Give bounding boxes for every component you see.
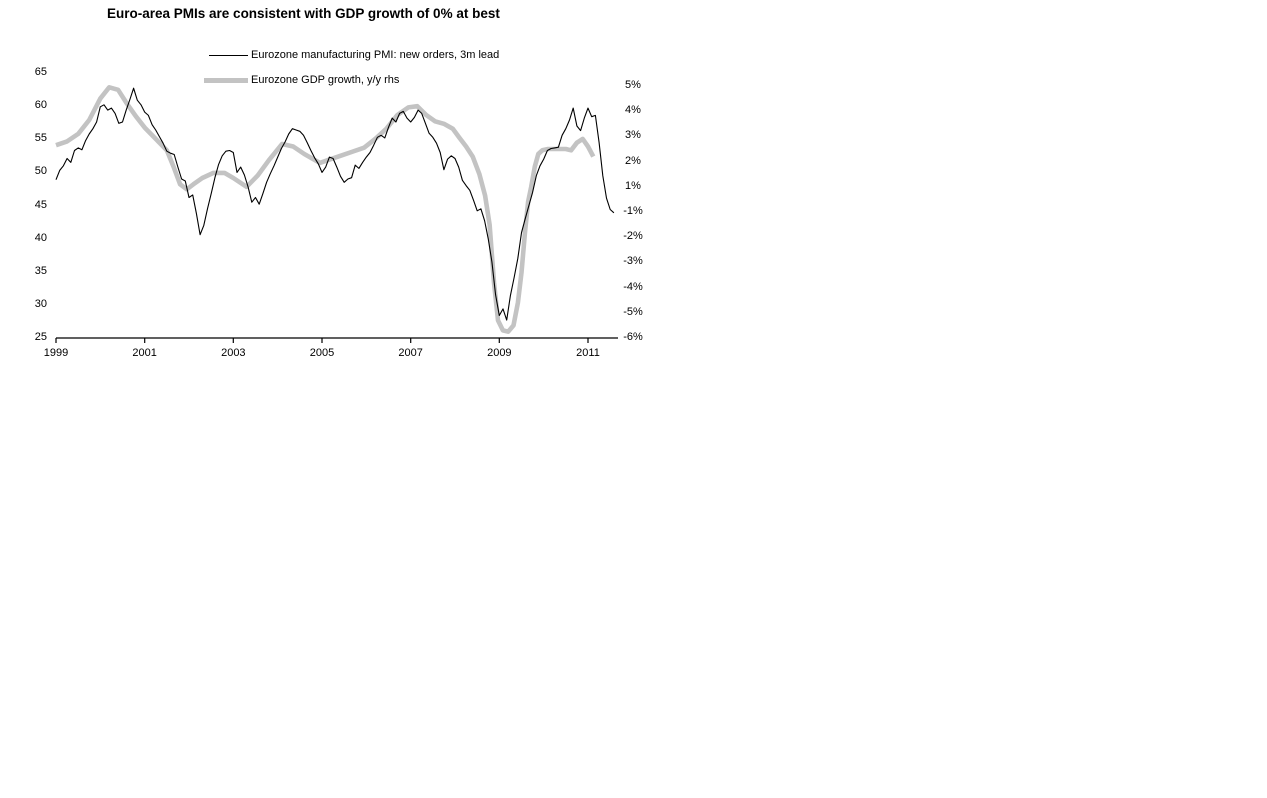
y-axis-left-tick: 40 — [34, 231, 47, 244]
gdp-line-swatch — [204, 77, 248, 83]
legend-item-gdp: Eurozone GDP growth, y/y rhs — [204, 73, 399, 87]
chart-title: Euro-area PMIs are consistent with GDP g… — [107, 6, 500, 21]
x-axis-tick: 2009 — [487, 347, 512, 359]
pmi-series-line — [55, 87, 615, 321]
y-axis-left-tick: 45 — [34, 198, 47, 211]
y-axis-right-tick: 3% — [625, 129, 641, 142]
x-axis-tick: 2003 — [221, 347, 246, 359]
y-axis-right-tick: -6% — [623, 331, 643, 343]
x-axis-tick: 2007 — [398, 347, 423, 359]
x-axis-tick: 2001 — [132, 347, 157, 359]
pmi-line-swatch — [209, 54, 248, 56]
y-axis-right-tick: -5% — [623, 305, 643, 318]
y-axis-left-tick: 25 — [34, 331, 47, 343]
x-axis-tick: 2005 — [309, 347, 335, 359]
y-axis-left-tick: 35 — [34, 264, 47, 277]
y-axis-right-tick: 5% — [625, 79, 641, 91]
y-axis-right-tick: -1% — [623, 205, 643, 217]
y-axis-right-tick: 2% — [625, 154, 641, 167]
gdp-series-line — [55, 85, 596, 335]
x-axis — [55, 337, 618, 343]
y-axis-left-tick: 60 — [34, 99, 47, 112]
y-axis-left-tick: 50 — [34, 165, 47, 178]
x-axis-tick: 1999 — [43, 347, 69, 359]
plot-area — [55, 85, 618, 343]
y-axis-right-tick: 4% — [625, 104, 641, 117]
legend-label-gdp: Eurozone GDP growth, y/y rhs — [251, 74, 400, 86]
y-axis-right-tick: -2% — [623, 230, 643, 243]
y-axis-right-tick: -3% — [623, 255, 643, 268]
y-axis-left-tick: 55 — [34, 132, 47, 145]
y-axis-left-tick: 30 — [34, 297, 47, 310]
x-axis-tick: 2011 — [576, 347, 600, 359]
pmi-gdp-chart: Euro-area PMIs are consistent with GDP g… — [0, 0, 660, 360]
y-axis-left-tick: 65 — [34, 66, 47, 78]
legend-label-pmi: Eurozone manufacturing PMI: new orders, … — [251, 49, 500, 61]
legend-item-pmi: Eurozone manufacturing PMI: new orders, … — [209, 48, 499, 62]
y-axis-right-tick: 1% — [625, 179, 641, 192]
y-axis-right-tick: -4% — [623, 280, 643, 293]
